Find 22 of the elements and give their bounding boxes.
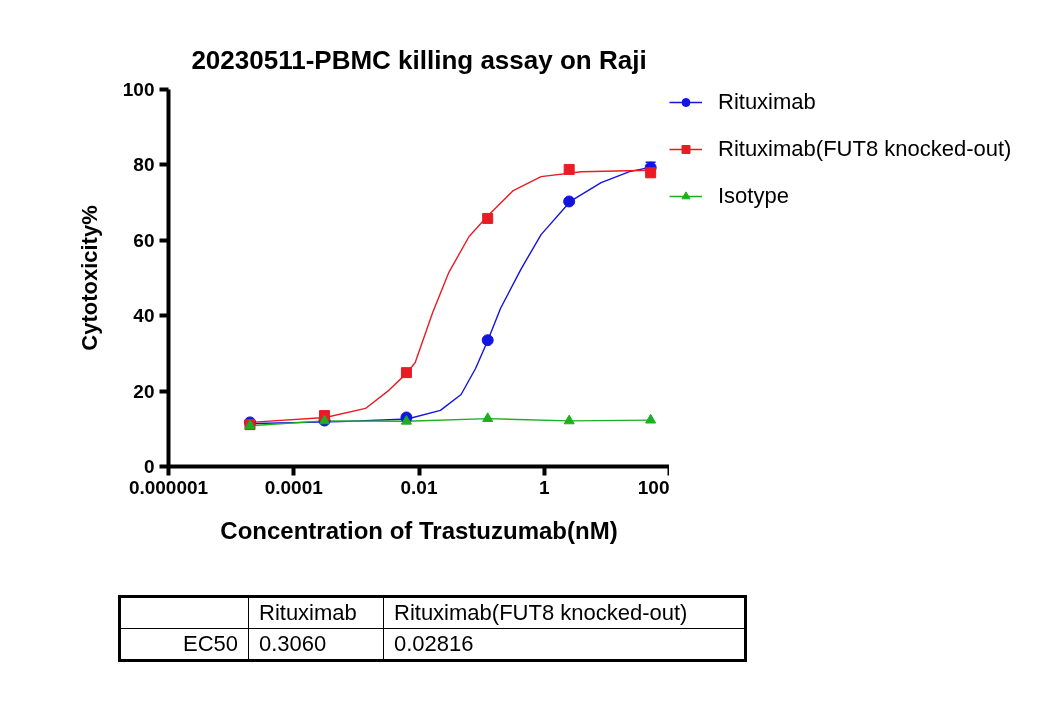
x-tick-label: 0.01 — [400, 476, 438, 498]
y-tick-label: 0 — [143, 456, 155, 477]
x-tick-label: 1 — [538, 476, 550, 498]
y-tick-label: 40 — [133, 305, 155, 327]
x-tick-label: 0.000001 — [128, 476, 209, 498]
legend-label: Isotype — [718, 183, 789, 209]
legend-label: Rituximab(FUT8 knocked-out) — [718, 136, 1012, 162]
legend-label: Rituximab — [718, 89, 816, 115]
text: 0.02816 — [394, 631, 474, 656]
category-label: EC50 — [182, 631, 238, 656]
y-axis-title: Cytotoxicity% — [76, 205, 102, 351]
y-tick-label: 60 — [133, 229, 155, 251]
x-tick-label: 0.0001 — [264, 476, 324, 498]
x-axis-title: Concentration of Trastuzumab(nM) — [220, 516, 618, 544]
y-tick-label: 100 — [122, 79, 155, 100]
y-tick-label: 20 — [133, 380, 155, 402]
text: 0.3060 — [259, 631, 327, 656]
y-tick-label: 80 — [133, 154, 155, 176]
chart-title: 20230511-PBMC killing assay on Raji — [191, 44, 647, 75]
category-label: Rituximab(FUT8 knocked-out) — [383, 596, 746, 629]
category-label: Rituximab — [248, 596, 384, 629]
x-tick-label: 100 — [637, 476, 670, 498]
